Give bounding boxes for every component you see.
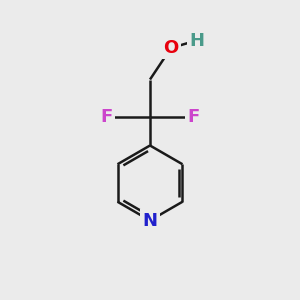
Text: F: F xyxy=(100,108,112,126)
Text: F: F xyxy=(188,108,200,126)
Text: O: O xyxy=(164,39,178,57)
Text: N: N xyxy=(142,212,158,230)
Text: H: H xyxy=(189,32,204,50)
